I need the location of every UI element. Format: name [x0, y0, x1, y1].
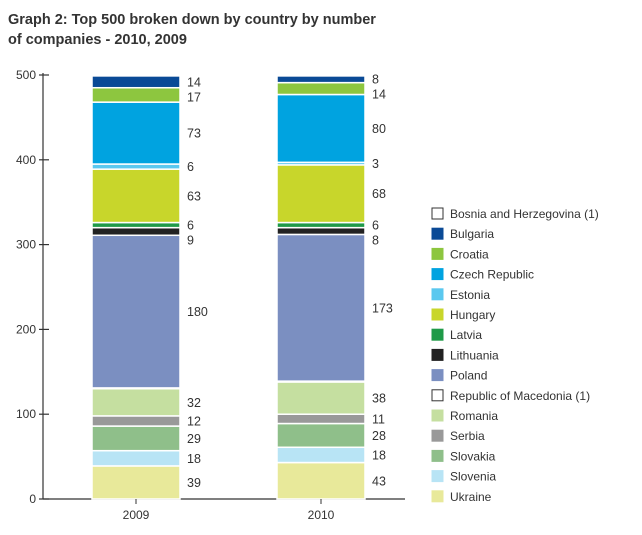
y-tick-label: 300	[16, 238, 36, 252]
y-tick-label: 100	[16, 407, 36, 421]
legend-swatch	[431, 328, 444, 341]
y-tick-label: 200	[16, 322, 36, 336]
bar-segment	[91, 425, 181, 452]
legend-label: Republic of Macedonia (1)	[450, 389, 590, 403]
legend-swatch	[431, 308, 444, 321]
bar-segment	[276, 446, 366, 464]
data-label: 6	[372, 219, 379, 233]
legend-label: Slovakia	[450, 449, 496, 463]
bar-segment	[91, 221, 181, 229]
legend-swatch	[431, 369, 444, 382]
data-label: 38	[372, 392, 386, 406]
chart-title: Graph 2: Top 500 broken down by country …	[8, 12, 376, 48]
data-label: 12	[187, 414, 201, 428]
bar-segment	[91, 388, 181, 417]
bar-segment	[91, 101, 181, 165]
legend-swatch	[431, 288, 444, 301]
data-label: 43	[372, 474, 386, 488]
legend-swatch	[431, 227, 444, 240]
y-tick-label: 400	[16, 153, 36, 167]
bar-segment	[276, 422, 366, 449]
legend-swatch	[431, 247, 444, 260]
bar-segment	[91, 449, 181, 467]
bar-segment	[276, 233, 366, 382]
legend-label: Latvia	[450, 328, 482, 342]
data-label: 18	[372, 448, 386, 462]
data-label: 3	[372, 157, 379, 171]
legend-swatch	[431, 490, 444, 503]
legend-swatch	[431, 207, 444, 220]
legend-label: Croatia	[450, 247, 489, 261]
y-tick-label: 500	[16, 68, 36, 82]
bar-segment	[276, 81, 366, 96]
x-tick-label: 2010	[308, 508, 335, 522]
data-label: 11	[372, 412, 385, 426]
legend-label: Czech Republic	[450, 268, 534, 282]
data-label: 73	[187, 127, 201, 141]
bar-segment	[276, 221, 366, 229]
legend-label: Slovenia	[450, 470, 496, 484]
legend-label: Bosnia and Herzegovina (1)	[450, 207, 599, 221]
bar-segment	[276, 413, 366, 425]
x-tick-label: 2009	[123, 508, 150, 522]
bar-segment	[91, 163, 181, 170]
data-label: 8	[372, 73, 379, 87]
legend-swatch	[431, 449, 444, 462]
data-label: 6	[187, 219, 194, 233]
bar-segment	[91, 168, 181, 224]
legend-label: Bulgaria	[450, 227, 494, 241]
bar-segment	[276, 381, 366, 415]
bar-segment	[91, 226, 181, 237]
legend-swatch	[431, 409, 444, 422]
data-label: 180	[187, 305, 208, 319]
bar-segment	[91, 234, 181, 389]
bar-segment	[91, 75, 181, 89]
legend-label: Ukraine	[450, 490, 492, 504]
data-label: 9	[187, 234, 194, 248]
data-label: 32	[187, 396, 201, 410]
data-label: 173	[372, 301, 393, 315]
legend-label: Hungary	[450, 308, 495, 322]
data-label: 39	[187, 476, 201, 490]
bar-segment	[91, 415, 181, 427]
legend-label: Poland	[450, 369, 487, 383]
bar-segment	[91, 74, 181, 77]
data-label: 14	[372, 88, 386, 102]
bar-segment	[276, 74, 366, 77]
y-tick-label: 0	[29, 492, 36, 506]
bar-segment	[276, 164, 366, 224]
legend-label: Lithuania	[450, 348, 499, 362]
data-label: 17	[187, 90, 201, 104]
bar-segment	[91, 465, 181, 500]
legend-label: Serbia	[450, 429, 485, 443]
legend-label: Estonia	[450, 288, 490, 302]
legend-label: Romania	[450, 409, 498, 423]
bar-segment	[276, 75, 366, 84]
bar-segment	[276, 226, 366, 236]
legend-swatch	[431, 348, 444, 361]
legend-swatch	[431, 470, 444, 483]
data-label: 14	[187, 75, 201, 89]
legend-swatch	[431, 268, 444, 281]
bar-segment	[91, 86, 181, 103]
data-label: 18	[187, 452, 201, 466]
bar-segment	[276, 461, 366, 500]
bar-segment	[276, 93, 366, 164]
data-label: 8	[372, 234, 379, 248]
data-label: 28	[372, 429, 386, 443]
data-label: 6	[187, 160, 194, 174]
legend-swatch	[431, 389, 444, 402]
data-label: 80	[372, 122, 386, 136]
data-label: 63	[187, 189, 201, 203]
data-label: 68	[372, 187, 386, 201]
legend-swatch	[431, 429, 444, 442]
data-label: 29	[187, 432, 201, 446]
